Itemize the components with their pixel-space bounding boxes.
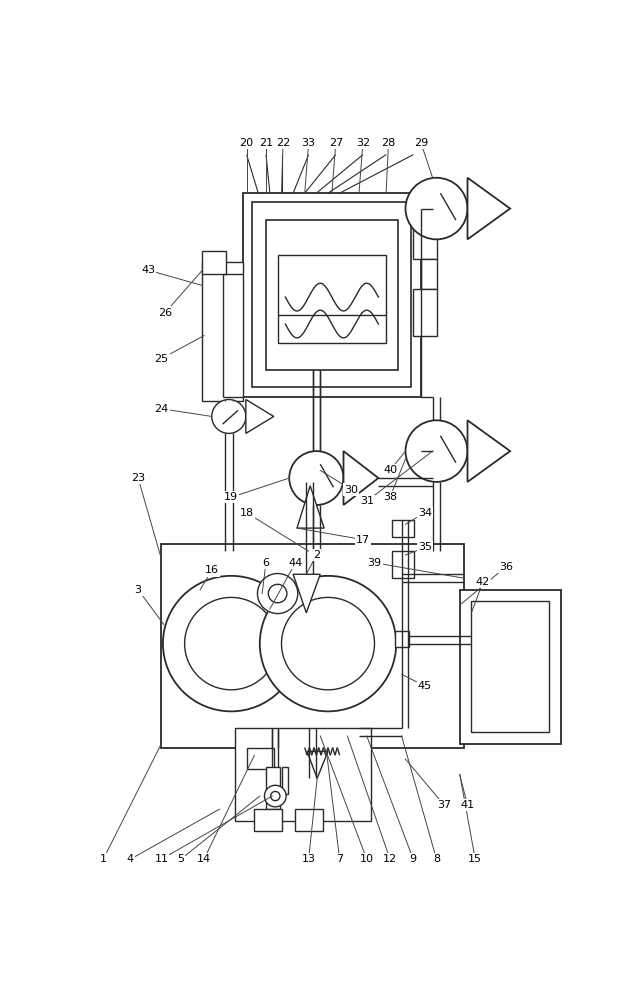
Text: 6: 6 [262, 558, 269, 568]
Text: 12: 12 [383, 854, 397, 864]
Circle shape [289, 451, 344, 505]
Text: 21: 21 [259, 138, 273, 148]
Bar [282, 767, 288, 794]
Polygon shape [344, 451, 378, 505]
Text: 19: 19 [224, 492, 238, 502]
Polygon shape [297, 486, 324, 528]
Circle shape [268, 584, 287, 603]
Text: 13: 13 [301, 854, 316, 864]
Text: 32: 32 [356, 138, 370, 148]
Bar [254, 809, 282, 831]
Bar [246, 748, 274, 769]
Text: 23: 23 [131, 473, 145, 483]
Text: 3: 3 [134, 585, 141, 595]
Circle shape [257, 574, 298, 614]
Text: 27: 27 [328, 138, 343, 148]
Text: 42: 42 [476, 577, 490, 587]
Text: 36: 36 [499, 562, 513, 572]
Text: 34: 34 [418, 508, 432, 518]
Bar [392, 520, 414, 537]
Circle shape [212, 400, 246, 433]
Text: 38: 38 [383, 492, 397, 502]
Circle shape [260, 576, 396, 711]
Polygon shape [467, 420, 510, 482]
Text: 40: 40 [383, 465, 397, 475]
Text: 39: 39 [367, 558, 381, 568]
Polygon shape [307, 751, 328, 778]
Text: 44: 44 [289, 558, 303, 568]
Text: 31: 31 [360, 496, 374, 506]
Text: 35: 35 [418, 542, 432, 552]
Text: 45: 45 [418, 681, 432, 691]
Text: 7: 7 [336, 854, 343, 864]
Bar [243, 193, 421, 397]
Bar [396, 631, 410, 647]
Text: 20: 20 [239, 138, 253, 148]
Text: 18: 18 [239, 508, 253, 518]
Bar [202, 262, 243, 401]
Bar [202, 251, 226, 274]
Text: 1: 1 [100, 854, 107, 864]
Text: 5: 5 [177, 854, 184, 864]
Bar [460, 590, 561, 744]
Text: 4: 4 [127, 854, 134, 864]
Text: 16: 16 [205, 565, 219, 575]
Text: 17: 17 [356, 535, 370, 545]
Bar [266, 220, 397, 370]
Text: 9: 9 [410, 854, 417, 864]
Circle shape [184, 597, 278, 690]
Bar [392, 551, 414, 578]
Text: 11: 11 [154, 854, 168, 864]
Circle shape [406, 420, 467, 482]
Polygon shape [246, 400, 274, 433]
Text: 33: 33 [301, 138, 316, 148]
Text: 29: 29 [414, 138, 428, 148]
Bar [266, 767, 280, 809]
Circle shape [163, 576, 300, 711]
Text: 30: 30 [344, 485, 358, 495]
Circle shape [271, 791, 280, 801]
Bar [296, 809, 323, 831]
Text: 28: 28 [381, 138, 396, 148]
Bar [278, 255, 386, 343]
Bar [472, 601, 549, 732]
Bar [252, 202, 411, 387]
Bar [421, 259, 436, 289]
Bar [161, 544, 463, 748]
Text: 10: 10 [360, 854, 374, 864]
Text: 2: 2 [313, 550, 320, 560]
Text: 8: 8 [433, 854, 440, 864]
Text: 24: 24 [154, 404, 168, 414]
Bar [235, 728, 371, 821]
Text: 25: 25 [154, 354, 168, 364]
Bar [413, 289, 436, 336]
Text: 43: 43 [141, 265, 156, 275]
Bar [413, 220, 436, 259]
Circle shape [264, 785, 286, 807]
Text: 37: 37 [437, 800, 451, 810]
Text: 14: 14 [197, 854, 211, 864]
Text: 15: 15 [468, 854, 483, 864]
Text: 26: 26 [158, 308, 172, 318]
Polygon shape [467, 178, 510, 239]
Polygon shape [293, 574, 320, 613]
Circle shape [282, 597, 374, 690]
Circle shape [406, 178, 467, 239]
Text: 22: 22 [276, 138, 290, 148]
Text: 41: 41 [460, 800, 475, 810]
